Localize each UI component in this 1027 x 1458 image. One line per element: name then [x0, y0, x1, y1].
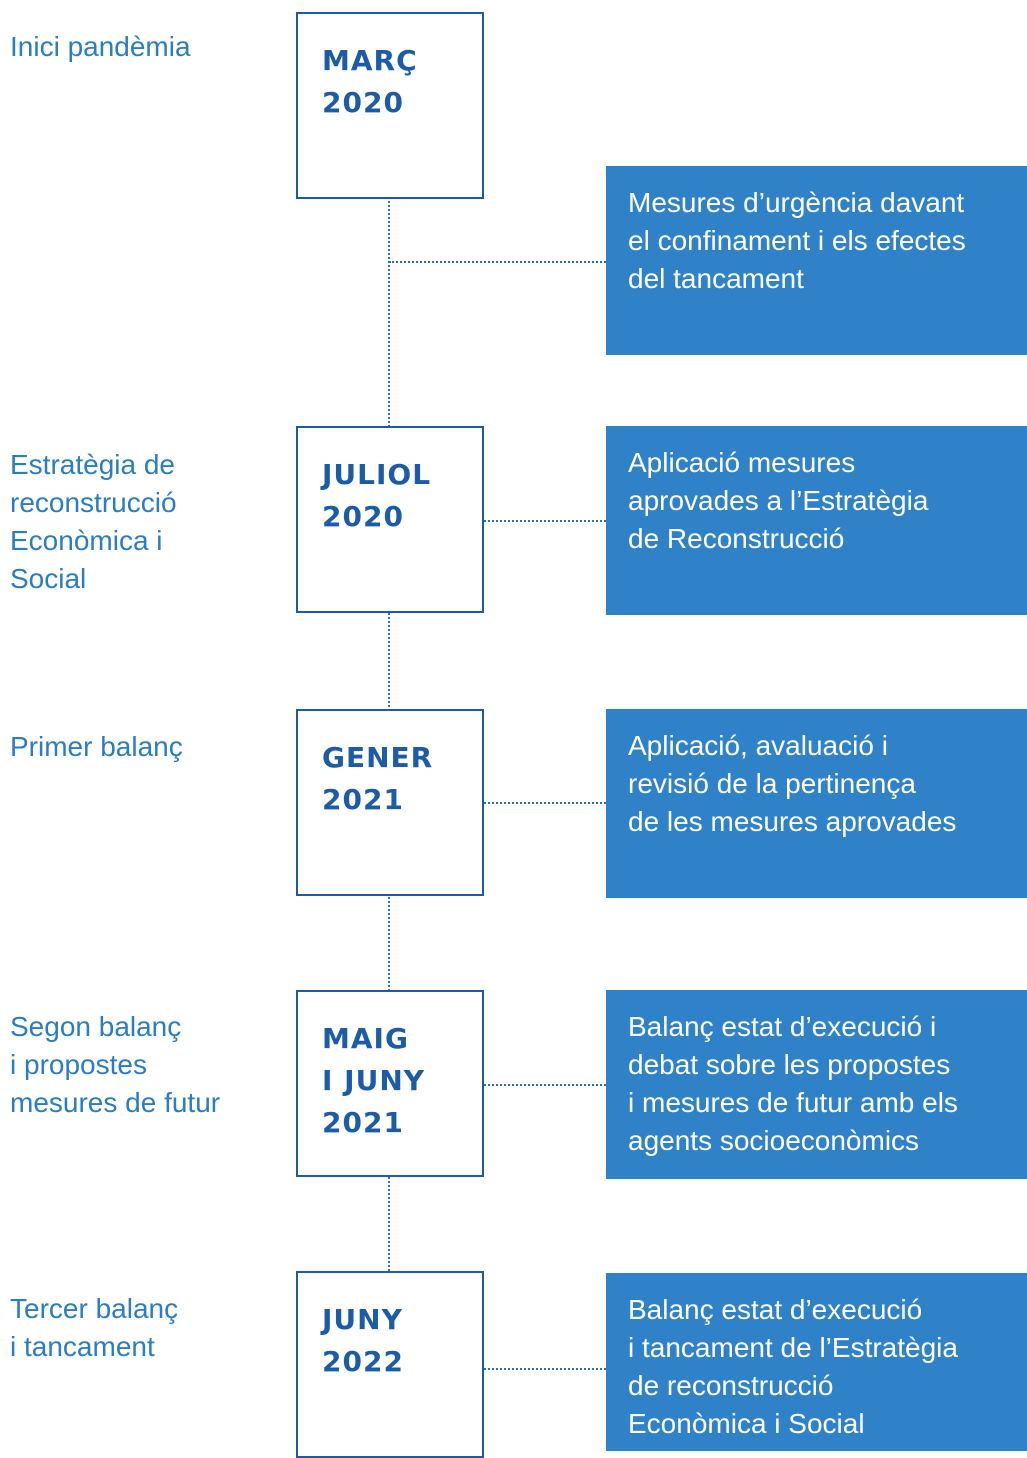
- date-line: MAIG: [322, 1022, 409, 1055]
- date-line: 2022: [322, 1345, 404, 1378]
- description-line: Balanç estat d’execució: [628, 1294, 923, 1325]
- description-box: Balanç estat d’execució i tancament de l’…: [606, 1273, 1027, 1451]
- label-line: Segon balanç: [10, 1011, 182, 1042]
- description-line: Aplicació mesures: [628, 447, 856, 478]
- date-box: JULIOL 2020: [296, 426, 484, 613]
- label-line: Primer balanç: [10, 731, 183, 762]
- description-line: Balanç estat d’execució i: [628, 1011, 937, 1042]
- date: JULIOL 2020: [322, 454, 431, 538]
- date-box: MARÇ 2020: [296, 12, 484, 199]
- connector: [484, 1084, 606, 1086]
- description-line: del tancament: [628, 263, 804, 294]
- date: GENER 2021: [322, 737, 433, 821]
- milestone-label: Inici pandèmia: [10, 28, 191, 66]
- label-line: Tercer balanç: [10, 1293, 179, 1324]
- description-line: el confinament i els efectes: [628, 225, 966, 256]
- date-line: 2021: [322, 1106, 404, 1139]
- date-line: MARÇ: [322, 44, 418, 77]
- description-line: de les mesures aprovades: [628, 806, 957, 837]
- milestone-label: Primer balanç: [10, 728, 183, 766]
- label-line: Social: [10, 563, 87, 594]
- date-line: JUNY: [322, 1303, 403, 1336]
- label-line: Econòmica i: [10, 525, 163, 556]
- description-line: Aplicació, avaluació i: [628, 730, 888, 761]
- description-line: de Reconstrucció: [628, 523, 845, 554]
- date-line: JULIOL: [322, 458, 432, 491]
- milestone-label: Estratègia de reconstrucció Econòmica i Soc…: [10, 446, 177, 598]
- description-line: revisió de la pertinença: [628, 768, 916, 799]
- milestone-label: Segon balanç i propostes mesures de futur: [10, 1008, 220, 1122]
- connector: [484, 1368, 606, 1370]
- description-line: aprovades a l’Estratègia: [628, 485, 929, 516]
- description-line: debat sobre les propostes: [628, 1049, 951, 1080]
- connector: [484, 802, 606, 804]
- description-box: Mesures d’urgència davant el confinament …: [606, 166, 1027, 355]
- label-line: i propostes: [10, 1049, 147, 1080]
- label-line: mesures de futur: [10, 1087, 221, 1118]
- label-line: Estratègia de: [10, 449, 175, 480]
- date-line: 2020: [322, 500, 404, 533]
- date-line: I JUNY: [322, 1064, 426, 1097]
- date-line: GENER: [322, 741, 434, 774]
- date-line: 2020: [322, 86, 404, 119]
- date: MAIG I JUNY 2021: [322, 1018, 425, 1144]
- label-line: i tancament: [10, 1331, 155, 1362]
- date: JUNY 2022: [322, 1299, 404, 1383]
- milestone-label: Tercer balanç i tancament: [10, 1290, 178, 1366]
- description-box: Aplicació mesures aprovades a l’Estratègi…: [606, 426, 1027, 615]
- description-line: de reconstrucció: [628, 1370, 834, 1401]
- description-line: i tancament de l’Estratègia: [628, 1332, 958, 1363]
- date-box: MAIG I JUNY 2021: [296, 990, 484, 1177]
- date-box: JUNY 2022: [296, 1271, 484, 1458]
- date-line: 2021: [322, 783, 404, 816]
- label-line: reconstrucció: [10, 487, 177, 518]
- connector: [389, 261, 606, 263]
- description-line: Econòmica i Social: [628, 1408, 865, 1439]
- label-line: Inici pandèmia: [10, 31, 191, 62]
- connector: [484, 520, 606, 522]
- description-box: Aplicació, avaluació i revisió de la pert…: [606, 709, 1027, 898]
- description-line: Mesures d’urgència davant: [628, 187, 965, 218]
- date-box: GENER 2021: [296, 709, 484, 896]
- description-line: i mesures de futur amb els: [628, 1087, 958, 1118]
- description-line: agents socioeconòmics: [628, 1125, 920, 1156]
- description-box: Balanç estat d’execució i debat sobre les…: [606, 990, 1027, 1179]
- date: MARÇ 2020: [322, 40, 418, 124]
